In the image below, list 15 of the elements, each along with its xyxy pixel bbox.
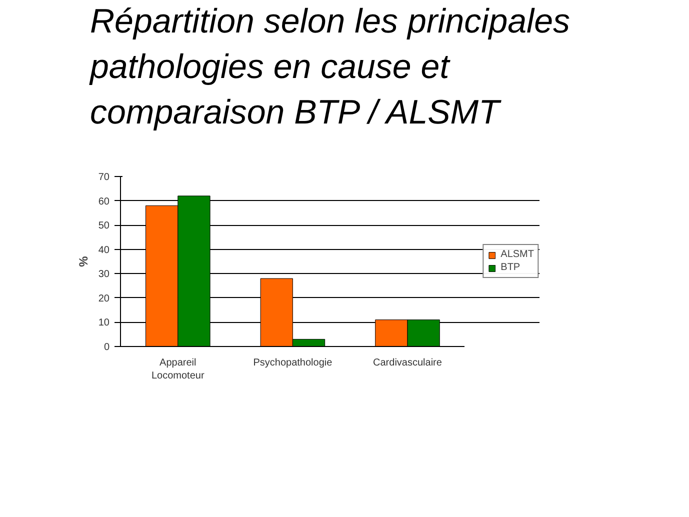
x-tick-label: Psychopathologie	[253, 358, 333, 368]
y-tick-label: 60	[98, 196, 110, 208]
chart-title: Répartition selon les principales pathologies en cause et comparaison BTP / ALSMT	[88, 2, 570, 132]
y-tick-label: 40	[98, 244, 110, 256]
y-tick-label: 30	[98, 269, 110, 280]
legend-label: BTP	[500, 262, 521, 273]
legend-label: ALSMT	[500, 249, 534, 260]
y-tick-label: 70	[98, 172, 110, 183]
y-tick-label: 0	[104, 342, 110, 353]
y-tick-label: 20	[98, 293, 110, 304]
x-tick-label: Cardivasculaire	[373, 358, 442, 368]
y-tick-label: 50	[98, 220, 110, 232]
x-tick-label: Appareil Locomoteur	[151, 358, 205, 382]
y-tick-label: 10	[98, 318, 110, 329]
y-axis-title: %	[76, 256, 90, 267]
